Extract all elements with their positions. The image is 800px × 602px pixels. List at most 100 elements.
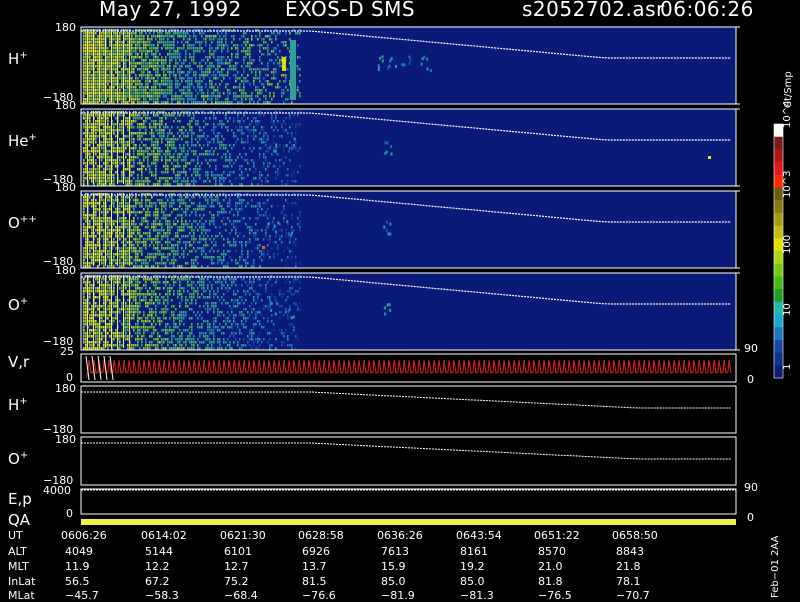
pixel [113, 29, 115, 32]
pixel [121, 223, 123, 226]
pixel [87, 183, 89, 186]
pixel [107, 347, 109, 350]
pixel [295, 32, 297, 35]
pixel [151, 293, 153, 296]
pixel [145, 83, 147, 86]
pixel [101, 223, 103, 226]
pixel [173, 120, 175, 123]
pixel [107, 293, 109, 296]
pixel [279, 80, 281, 83]
panel-frame-h [80, 26, 737, 105]
pixel [87, 101, 89, 104]
pixel [149, 259, 151, 262]
pixel [239, 208, 241, 211]
pixel [121, 129, 123, 132]
pixel [153, 98, 155, 101]
pixel [137, 180, 139, 183]
pixel [127, 317, 129, 320]
pixel [161, 159, 163, 162]
pixel [149, 344, 151, 347]
pixel [83, 71, 85, 74]
pixel [103, 59, 105, 62]
pixel [281, 235, 283, 238]
pixel [97, 74, 99, 77]
stripe [87, 193, 88, 266]
pixel [289, 80, 291, 83]
pixel [239, 123, 241, 126]
pixel [187, 71, 189, 74]
pixel [85, 71, 87, 74]
pixel [115, 38, 117, 41]
pixel [121, 284, 123, 287]
pixel [193, 168, 195, 171]
pixel [151, 265, 153, 268]
pixel [153, 29, 155, 32]
pixel [145, 138, 147, 141]
pixel [137, 56, 139, 59]
pixel [159, 153, 161, 156]
pixel [227, 217, 229, 220]
pixel [135, 74, 137, 77]
pixel [173, 144, 175, 147]
pixel [161, 156, 163, 159]
pixel [173, 44, 175, 47]
pixel [377, 66, 380, 70]
pixel [259, 111, 261, 114]
pixel [131, 314, 133, 317]
pixel [109, 311, 111, 314]
pixel [89, 335, 91, 338]
pixel [103, 162, 105, 165]
pixel [273, 253, 275, 256]
pixel [181, 35, 183, 38]
pixel [247, 159, 249, 162]
pixel [247, 95, 249, 98]
pixel [135, 305, 137, 308]
pixel [109, 305, 111, 308]
pixel [117, 347, 119, 350]
pixel [153, 317, 155, 320]
pixel [85, 235, 87, 238]
pixel [187, 226, 189, 229]
pixel [91, 347, 93, 350]
pixel [177, 68, 179, 71]
pixel [153, 214, 155, 217]
pixel [207, 174, 209, 177]
pixel [139, 150, 141, 153]
pixel [207, 265, 209, 268]
pixel [91, 98, 93, 101]
pixel [268, 222, 271, 226]
pixel [121, 101, 123, 104]
pixel [165, 205, 167, 208]
pixel [149, 50, 151, 53]
pixel [235, 177, 237, 180]
pixel [153, 338, 155, 341]
pixel [191, 126, 193, 129]
pixel [133, 138, 135, 141]
pixel [217, 196, 219, 199]
pixel [251, 62, 253, 65]
pixel [127, 47, 129, 50]
pixel [107, 165, 109, 168]
pixel [109, 77, 111, 80]
pixel [83, 217, 85, 220]
pixel [89, 101, 91, 104]
pixel [179, 265, 181, 268]
pixel [159, 281, 161, 284]
pixel [161, 68, 163, 71]
pixel [83, 141, 85, 144]
pixel [249, 83, 251, 86]
pixel [115, 199, 117, 202]
pixel [135, 98, 137, 101]
pixel [147, 232, 149, 235]
pixel [109, 244, 111, 247]
pixel [101, 250, 103, 253]
pixel [151, 311, 153, 314]
pixel [259, 56, 261, 59]
pixel [163, 211, 165, 214]
pixel [165, 83, 167, 86]
pixel [263, 256, 265, 259]
pixel [177, 80, 179, 83]
pixel [223, 56, 225, 59]
pixel [107, 111, 109, 114]
